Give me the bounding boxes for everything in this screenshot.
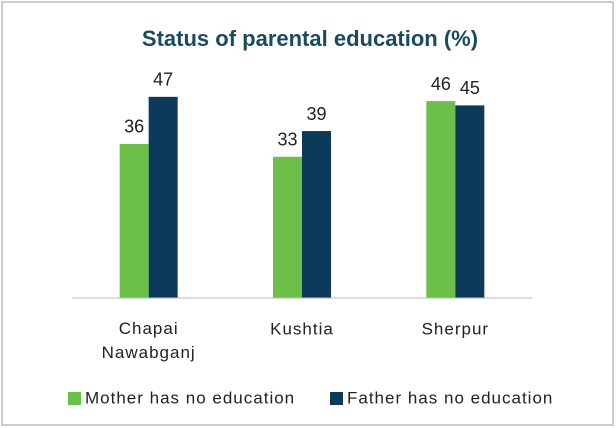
legend-swatch: [68, 392, 81, 405]
x-tick-label: Sherpur: [422, 319, 489, 338]
value-label: 45: [460, 78, 480, 98]
chart-title: Status of parental education (%): [142, 26, 478, 51]
legend-label: Mother has no education: [85, 388, 295, 407]
bar: [119, 143, 149, 298]
bar: [455, 105, 485, 299]
value-label: 47: [153, 70, 173, 90]
value-label: 39: [306, 104, 326, 124]
x-tick-label: Kushtia: [270, 319, 334, 338]
value-label: 33: [277, 130, 297, 150]
bar: [148, 96, 178, 298]
bar: [426, 101, 456, 299]
bar: [302, 131, 331, 298]
legend-label: Father has no education: [347, 388, 553, 407]
x-tick-label: Chapai Nawabganj: [102, 319, 196, 362]
value-label: 46: [431, 74, 451, 94]
value-label: 36: [124, 117, 144, 137]
legend-swatch: [330, 392, 343, 405]
bar: [273, 156, 302, 298]
